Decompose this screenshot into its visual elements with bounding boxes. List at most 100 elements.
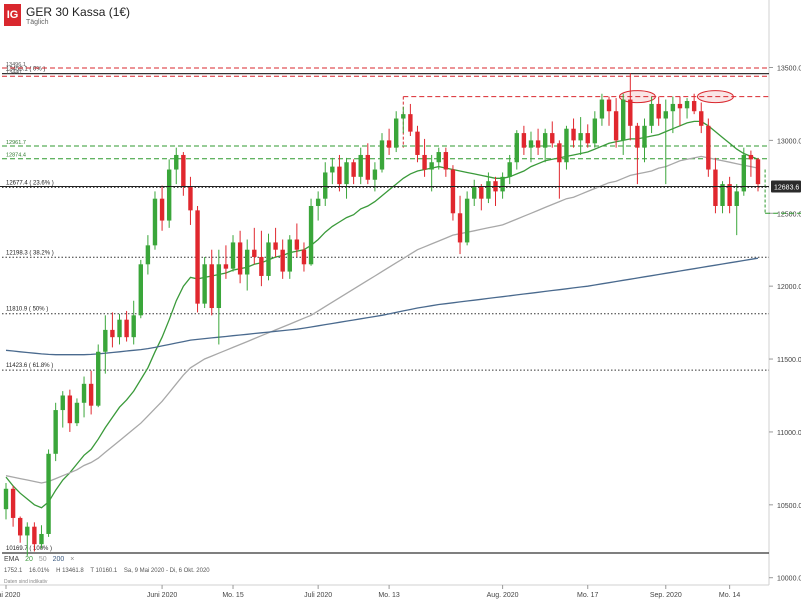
candle-body bbox=[635, 125, 640, 148]
candle-body bbox=[74, 402, 80, 424]
chart-timeframe: Täglich bbox=[26, 19, 49, 26]
candle-body bbox=[734, 191, 739, 206]
candle-body bbox=[599, 99, 605, 119]
candle-body bbox=[216, 264, 222, 309]
x-tick-label: Mo. 15 bbox=[222, 592, 244, 599]
candle-body bbox=[401, 114, 406, 119]
candle-body bbox=[684, 101, 690, 109]
candle-body bbox=[308, 205, 314, 265]
x-tick-label: Juni 2020 bbox=[147, 592, 177, 599]
candle-body bbox=[39, 533, 44, 545]
y-tick-label: 11000.0 bbox=[777, 430, 801, 437]
resistance-highlight bbox=[696, 90, 734, 104]
candle-body bbox=[656, 103, 661, 119]
chart-header: IG GER 30 Kassa (1€) Täglich bbox=[4, 4, 304, 34]
candle-body bbox=[209, 264, 214, 309]
candle-body bbox=[103, 329, 108, 352]
candle-body bbox=[393, 118, 399, 148]
y-tick-label: 12500.0 bbox=[777, 211, 801, 218]
stat-range: Sa, 9 Mai 2020 - Di, 6 Okt. 2020 bbox=[123, 568, 210, 574]
candle-body bbox=[528, 140, 534, 148]
candle-body bbox=[145, 245, 151, 265]
resistance-label: 13496.1 bbox=[6, 62, 26, 68]
candle-body bbox=[415, 131, 420, 155]
data-note: Daten sind indikativ bbox=[4, 579, 48, 585]
x-tick-label: Sep. 2020 bbox=[650, 592, 682, 599]
candle-body bbox=[557, 143, 562, 163]
chart-title: GER 30 Kassa (1€) bbox=[26, 5, 131, 19]
candle-body bbox=[25, 526, 30, 536]
candle-body bbox=[720, 184, 725, 206]
x-tick-label: Mo. 17 bbox=[577, 592, 599, 599]
candle-body bbox=[706, 125, 711, 170]
x-tick-label: Mo. 13 bbox=[378, 592, 400, 599]
candle-body bbox=[46, 453, 51, 534]
candle-body bbox=[613, 111, 619, 141]
candle-body bbox=[649, 103, 654, 126]
candle-body bbox=[727, 184, 732, 206]
ema-20-legend[interactable]: 20 bbox=[25, 556, 33, 563]
candle-body bbox=[564, 128, 569, 163]
candle-body bbox=[301, 249, 307, 265]
candle-body bbox=[280, 249, 285, 272]
candle-body bbox=[344, 162, 349, 185]
candle-body bbox=[521, 133, 527, 148]
candle-body bbox=[67, 395, 73, 424]
ema-50-legend[interactable]: 50 bbox=[38, 556, 47, 563]
candle-body bbox=[159, 198, 165, 221]
y-tick-label: 11500.0 bbox=[777, 357, 801, 364]
candle-body bbox=[117, 319, 122, 338]
candle-body bbox=[323, 172, 328, 199]
candle-body bbox=[457, 213, 463, 243]
candle-body bbox=[372, 169, 378, 180]
candle-body bbox=[266, 242, 271, 276]
ema-line bbox=[5, 120, 759, 509]
indicator-legend: EMA 20 50 200 × bbox=[4, 556, 78, 563]
candle-body bbox=[365, 154, 371, 180]
ema-200-legend[interactable]: 200 bbox=[52, 556, 65, 563]
ema-line bbox=[5, 257, 759, 356]
candle-body bbox=[188, 187, 193, 211]
candle-body bbox=[174, 154, 179, 170]
candle-body bbox=[436, 152, 441, 163]
candle-body bbox=[10, 488, 16, 518]
candle-body bbox=[110, 329, 115, 338]
price-stats: 1752.1 16.01% H 13461.8 T 10160.1 Sa, 9 … bbox=[4, 568, 215, 574]
candle-body bbox=[60, 395, 65, 411]
candle-body bbox=[195, 210, 200, 304]
candle-body bbox=[500, 176, 505, 192]
candle-body bbox=[337, 166, 342, 185]
candle-body bbox=[628, 99, 633, 126]
y-tick-label: 10500.0 bbox=[777, 503, 801, 510]
candle-body bbox=[571, 128, 576, 141]
close-icon[interactable]: × bbox=[70, 556, 75, 563]
candle-body bbox=[237, 242, 243, 275]
candle-body bbox=[96, 351, 101, 406]
candle-body bbox=[585, 133, 590, 144]
candle-body bbox=[699, 111, 704, 126]
fibonacci-level-label: 11810.9 ( 50% ) bbox=[6, 307, 48, 313]
candle-body bbox=[386, 140, 392, 148]
fibonacci-level-label: 13458.1 ( 0% ) bbox=[6, 67, 45, 73]
candle-body bbox=[755, 159, 761, 185]
candle-body bbox=[464, 198, 470, 243]
ema-line bbox=[5, 155, 759, 484]
candle-body bbox=[131, 315, 136, 338]
candle-body bbox=[379, 140, 385, 170]
y-tick-label: 13000.0 bbox=[777, 138, 801, 145]
candle-body bbox=[152, 198, 158, 246]
candle-body bbox=[472, 187, 477, 199]
candle-body bbox=[578, 133, 583, 141]
candle-body bbox=[429, 162, 434, 170]
candle-body bbox=[138, 264, 143, 316]
candle-body bbox=[88, 383, 94, 406]
candle-body bbox=[408, 114, 413, 132]
candle-body bbox=[252, 249, 257, 258]
candle-body bbox=[202, 264, 207, 304]
support-label: 12961.7 bbox=[6, 140, 26, 146]
candle-body bbox=[642, 125, 647, 148]
candle-body bbox=[223, 264, 229, 269]
candle-body bbox=[259, 257, 264, 276]
